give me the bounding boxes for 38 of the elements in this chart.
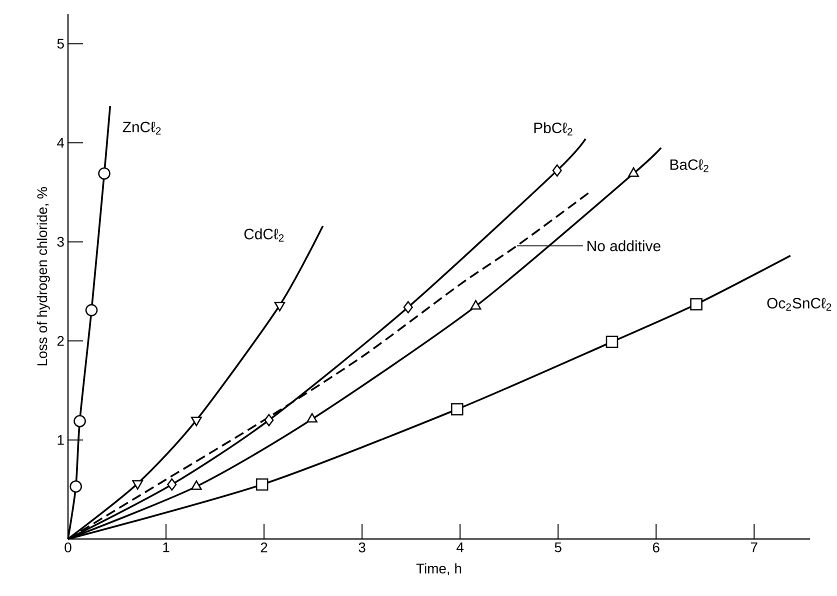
point [74, 414, 86, 428]
x-tick-label: 1 [163, 542, 170, 552]
y-tick-label: 5 [57, 38, 64, 49]
x-tick-label: 7 [750, 542, 758, 552]
point [274, 302, 286, 312]
point [132, 480, 144, 490]
point [552, 164, 562, 177]
point [470, 300, 482, 310]
x-tick-label: 3 [358, 542, 366, 552]
y-tick-label: 2 [57, 336, 64, 346]
annotation: No additive [588, 240, 660, 252]
point [264, 414, 274, 426]
x-tick-label: 5 [554, 542, 562, 552]
series-label: CdCℓ$_{2}$ [244, 228, 284, 242]
point [628, 167, 639, 177]
x-tick-label: 2 [260, 542, 268, 552]
point [70, 480, 82, 493]
x-tick-label: 4 [456, 542, 464, 552]
point [606, 336, 618, 348]
series-label: ZnCℓ$_{2}$ [122, 122, 161, 135]
x-axis-title: Time, h [416, 563, 462, 576]
point [450, 403, 464, 416]
x-tick-label: 6 [652, 542, 660, 552]
y-tick-label: 4 [57, 138, 64, 148]
point [403, 301, 413, 314]
point [85, 304, 98, 316]
y-tick-label: 3 [57, 236, 64, 247]
y-axis-title: Loss of hydrogen chloride, % [36, 187, 50, 366]
point [690, 298, 702, 310]
point [256, 478, 268, 491]
point [190, 416, 202, 426]
point [98, 167, 110, 180]
x-tick-label: 0 [64, 542, 72, 552]
series-label: PbCℓ$_{2}$ [534, 122, 572, 136]
series-label: Oc$_{2}$SnCℓ$_{2}$ [767, 298, 832, 311]
point [167, 478, 177, 491]
series-label: BaCℓ$_{2}$ [670, 159, 708, 172]
y-tick-label: 1 [58, 435, 64, 445]
